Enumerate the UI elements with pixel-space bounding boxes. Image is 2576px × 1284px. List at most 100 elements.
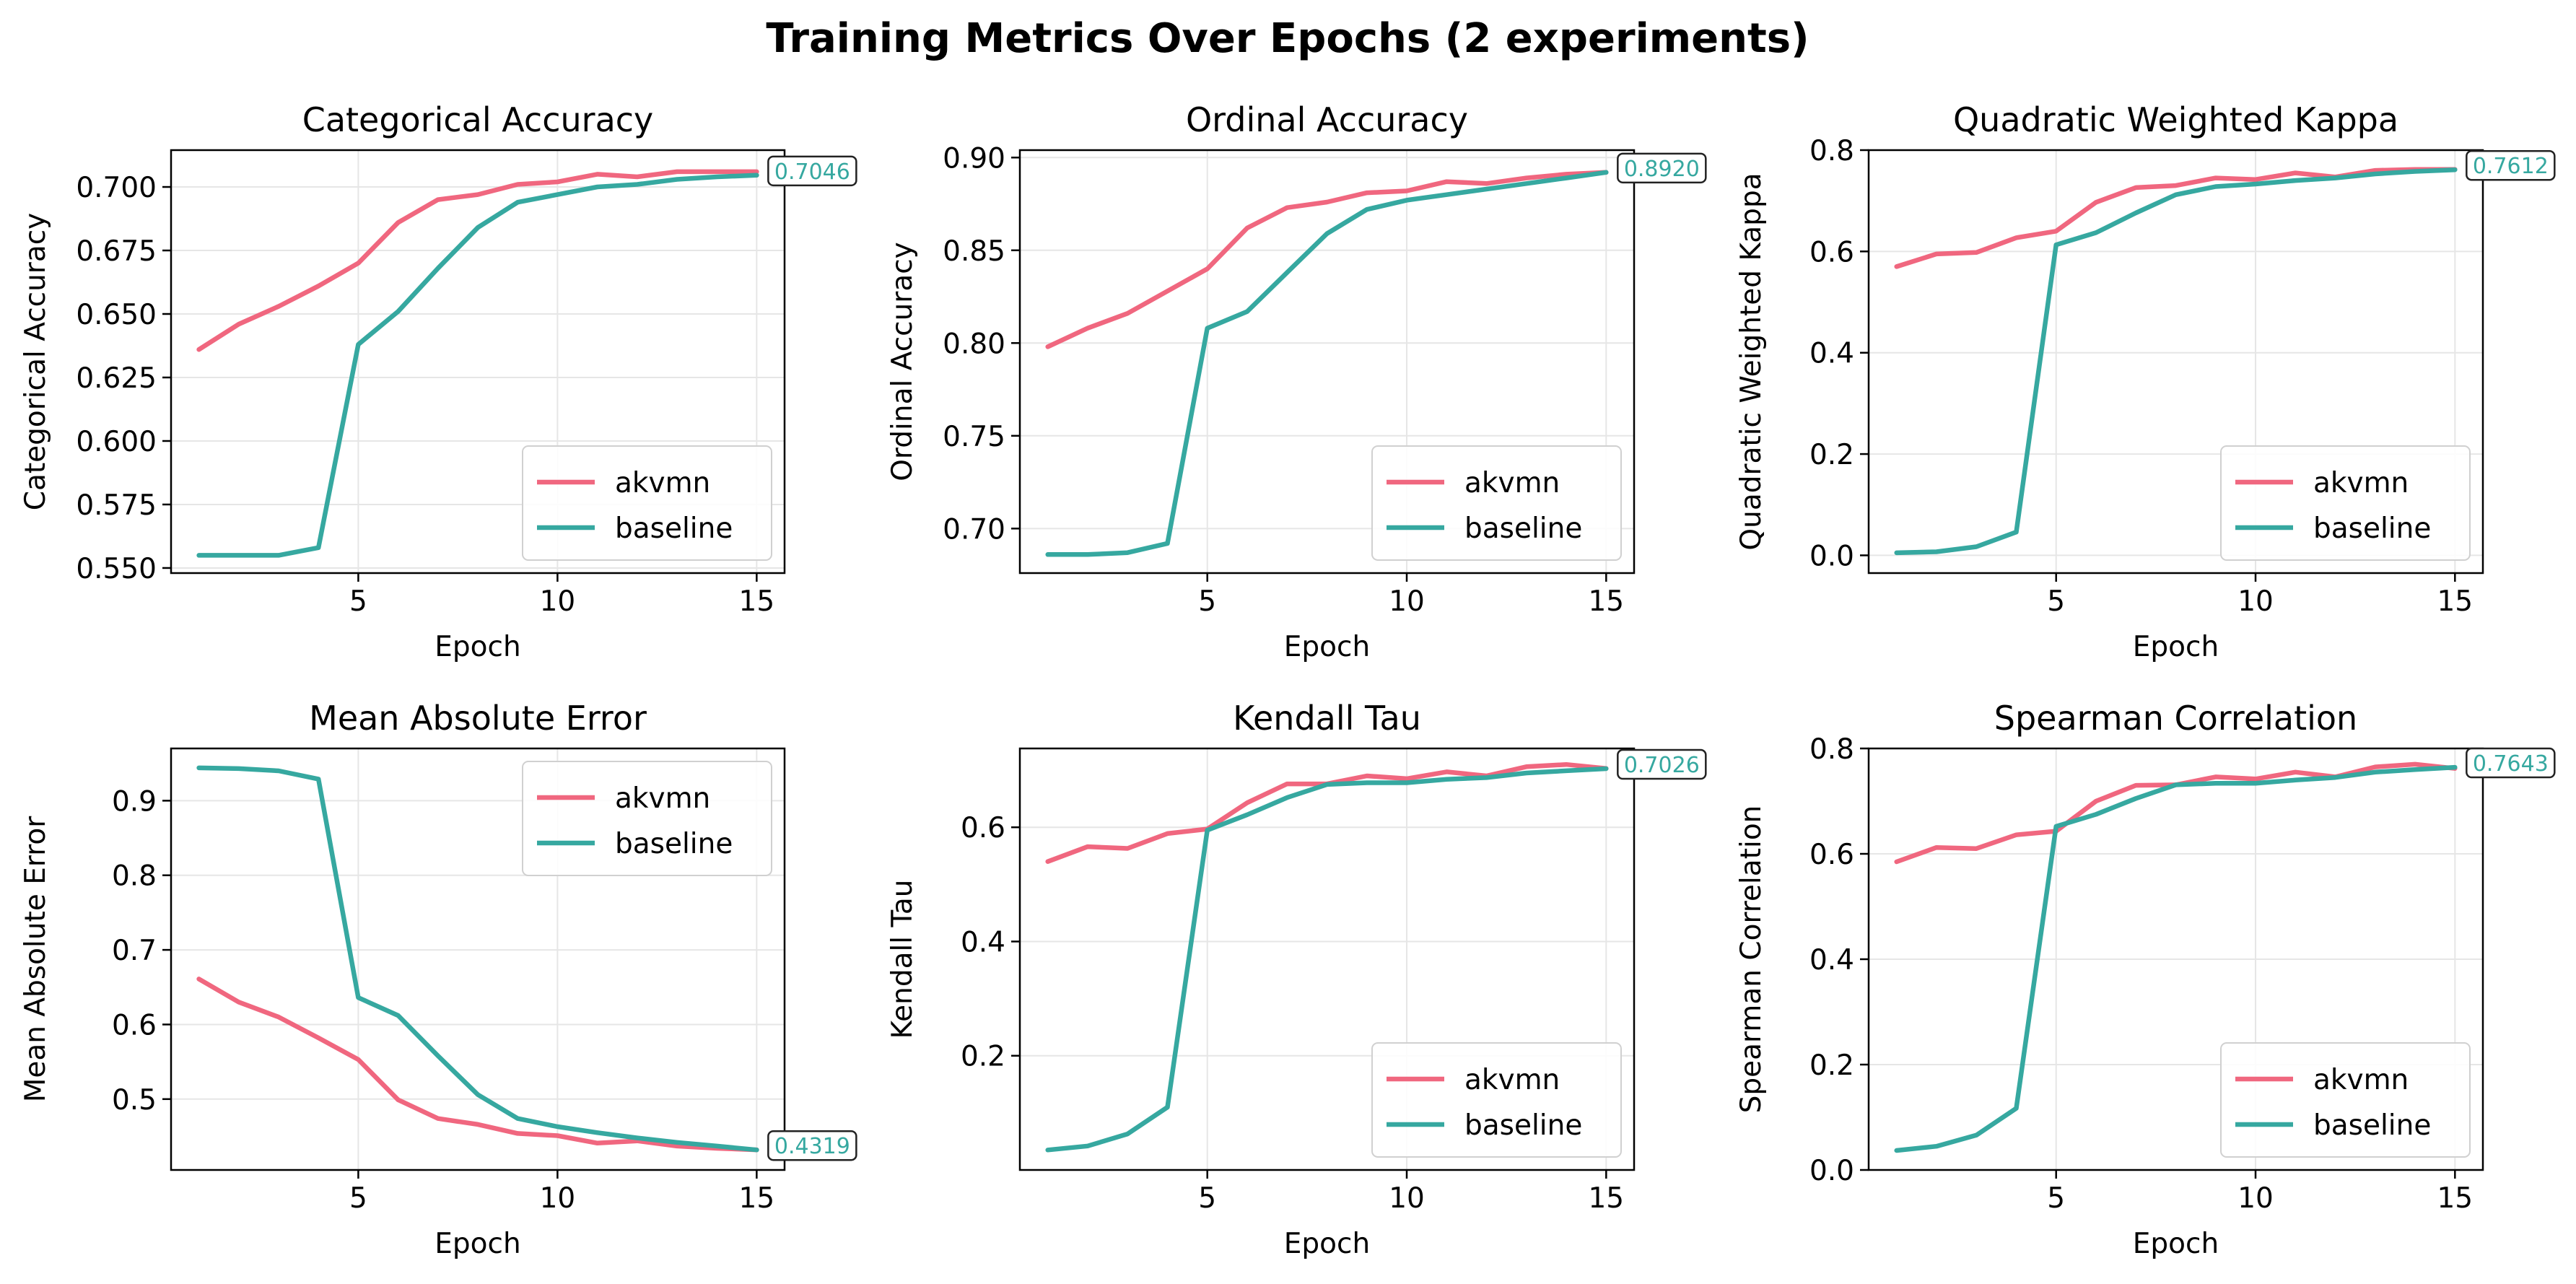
y-tick-label: 0.8 (1809, 135, 1854, 167)
final-value-annotation: 0.7643 (2473, 751, 2549, 777)
series-line-baseline (196, 172, 759, 558)
x-axis-label: Epoch (2133, 631, 2219, 663)
panel-title: Spearman Correlation (1994, 699, 2357, 738)
final-value-annotation: 0.7026 (1624, 753, 1700, 778)
figure-title: Training Metrics Over Epochs (2 experime… (766, 15, 1809, 62)
panel-title: Ordinal Accuracy (1186, 100, 1468, 139)
y-tick-label: 0.550 (76, 553, 157, 585)
y-tick-label: 0.85 (943, 235, 1005, 268)
panel-spearman-correlation: 5 10 15 0.0 0.2 0.4 0.6 0.8 Spearman Correlation… (1735, 699, 2556, 1260)
x-tick-label: 10 (540, 585, 576, 618)
series-line-akvmn (196, 977, 759, 1153)
panel-title: Quadratic Weighted Kappa (1953, 100, 2398, 139)
series-line-akvmn (196, 169, 759, 352)
series-line-baseline (1894, 167, 2458, 556)
y-axis-label: Ordinal Accuracy (886, 242, 919, 481)
y-tick-label: 0.5 (112, 1084, 157, 1117)
legend-label-baseline: baseline (1464, 512, 1582, 545)
legend-frame (2220, 1042, 2471, 1158)
legend-label-akvmn: akvmn (615, 782, 710, 815)
legend-label-baseline: baseline (1464, 1109, 1582, 1142)
x-axis-label: Epoch (1284, 1228, 1370, 1260)
y-axis-label: Spearman Correlation (1735, 805, 1768, 1114)
x-axis-label: Epoch (1284, 631, 1370, 663)
y-tick-label: 0.6 (1809, 839, 1854, 871)
x-tick-label: 5 (2047, 585, 2065, 618)
y-tick-label: 0.625 (76, 362, 157, 395)
series-line-baseline (1045, 170, 1609, 557)
x-tick-label: 15 (739, 1182, 775, 1215)
x-tick-label: 10 (2237, 585, 2274, 618)
x-tick-label: 10 (1389, 1182, 1425, 1215)
y-tick-label: 0.2 (1809, 439, 1854, 471)
x-tick-label: 5 (349, 585, 367, 618)
final-value-annotation: 0.8920 (1624, 157, 1700, 182)
legend: akvmn baseline (1371, 1042, 1622, 1158)
y-tick-label: 0.70 (943, 513, 1005, 546)
legend-frame (2220, 445, 2471, 561)
legend-label-akvmn: akvmn (1464, 1064, 1560, 1096)
y-tick-label: 0.2 (961, 1041, 1005, 1073)
panel-ordinal-accuracy: 5 10 15 0.70 0.75 0.80 0.85 0.90 Ordinal Accurac… (886, 100, 1707, 663)
y-tick-label: 0.4 (1809, 338, 1854, 370)
y-tick-label: 0.0 (1809, 1155, 1854, 1187)
legend-frame (522, 445, 772, 561)
axes-frame (170, 747, 786, 1171)
x-axis-label: Epoch (435, 1228, 520, 1260)
legend-label-akvmn: akvmn (2313, 1064, 2409, 1096)
panel-categorical-accuracy: 5 10 15 0.550 0.575 0.600 0.625 0.650 0.675 0.700… (19, 100, 857, 663)
x-tick-label: 5 (349, 1182, 367, 1215)
panel-title: Mean Absolute Error (309, 699, 647, 738)
x-axis-label: Epoch (435, 631, 520, 663)
y-axis-label: Quadratic Weighted Kappa (1735, 172, 1768, 550)
panel-mean-absolute-error: 5 10 15 0.5 0.6 0.7 0.8 0.9 Mean Absolute Error E… (19, 699, 857, 1260)
legend-frame (522, 761, 772, 876)
series-line-baseline (1894, 764, 2458, 1153)
x-tick-label: 5 (2047, 1182, 2065, 1215)
legend: akvmn baseline (522, 761, 772, 876)
y-tick-label: 0.2 (1809, 1049, 1854, 1082)
legend-label-akvmn: akvmn (615, 467, 710, 499)
legend: akvmn baseline (1371, 445, 1622, 561)
panel-kendall-tau: 5 10 15 0.2 0.4 0.6 Kendall Tau Epoch Kendall Ta… (886, 699, 1707, 1260)
final-value-annotation: 0.7612 (2473, 154, 2549, 179)
panel-title: Kendall Tau (1233, 699, 1421, 738)
y-tick-label: 0.6 (1809, 236, 1854, 268)
y-tick-label: 0.575 (76, 489, 157, 522)
final-value-annotation: 0.7046 (774, 160, 850, 185)
y-tick-label: 0.700 (76, 172, 157, 204)
x-tick-label: 15 (1588, 1182, 1624, 1215)
legend-label-baseline: baseline (615, 512, 733, 545)
series-line-baseline (1045, 766, 1609, 1153)
y-axis-label: Categorical Accuracy (19, 213, 52, 511)
y-tick-label: 0.7 (112, 935, 157, 967)
final-value-box (2466, 149, 2556, 181)
x-tick-label: 5 (1198, 1182, 1216, 1215)
legend-frame (1371, 1042, 1622, 1158)
panel-title: Categorical Accuracy (302, 100, 654, 139)
legend: akvmn baseline (522, 445, 772, 561)
x-axis-label: Epoch (2133, 1228, 2219, 1260)
series-line-akvmn (1894, 167, 2458, 269)
final-value-annotation: 0.4319 (774, 1134, 850, 1159)
series-line-baseline (196, 765, 759, 1153)
y-axis-label: Kendall Tau (886, 879, 919, 1039)
legend-label-akvmn: akvmn (1464, 467, 1560, 499)
x-tick-label: 10 (540, 1182, 576, 1215)
y-tick-label: 0.9 (112, 785, 157, 818)
x-tick-label: 10 (2237, 1182, 2274, 1215)
y-tick-label: 0.0 (1809, 540, 1854, 572)
x-tick-label: 5 (1198, 585, 1216, 618)
axes-frame (1018, 149, 1636, 575)
y-tick-label: 0.75 (943, 421, 1005, 453)
y-tick-label: 0.4 (961, 926, 1005, 958)
y-tick-label: 0.6 (961, 812, 1005, 844)
final-value-box (767, 155, 857, 187)
final-value-box (1617, 748, 1707, 780)
y-tick-label: 0.80 (943, 328, 1005, 360)
y-axis-label: Mean Absolute Error (19, 816, 52, 1103)
y-tick-label: 0.8 (112, 860, 157, 893)
series-line-akvmn (1045, 170, 1609, 349)
y-tick-label: 0.650 (76, 299, 157, 331)
